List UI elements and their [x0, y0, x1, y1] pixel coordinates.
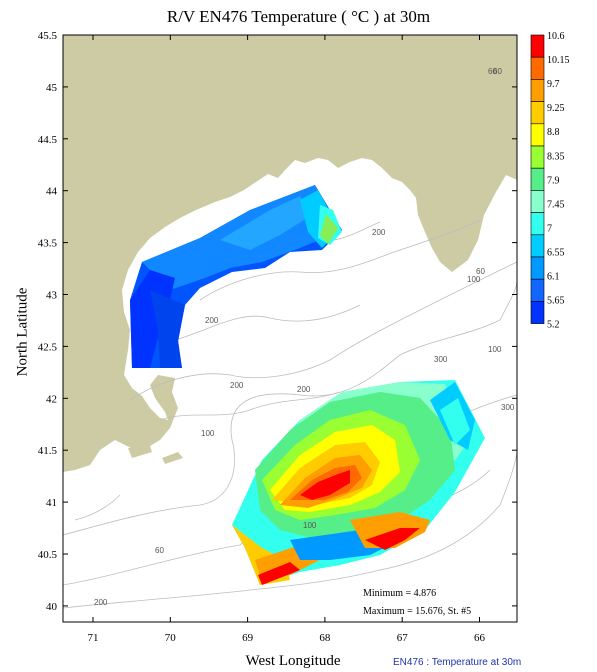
x-tick-label: 66: [474, 632, 486, 644]
x-tick-label: 69: [242, 632, 254, 644]
colorbar-label: 6.1: [547, 272, 560, 283]
footer-caption: EN476 : Temperature at 30m: [393, 657, 522, 668]
island: [128, 446, 152, 458]
x-tick-label: 67: [397, 632, 409, 644]
depth-label: 300: [434, 355, 448, 364]
y-tick-label: 41.5: [38, 445, 58, 457]
colorbar-label: 10.6: [547, 31, 565, 42]
depth-label: 100: [201, 429, 215, 438]
colorbar-label: 7.9: [547, 175, 560, 186]
colorbar-swatch: [530, 56, 545, 80]
colorbar-swatch: [530, 145, 545, 169]
colorbar-swatch: [530, 167, 545, 191]
colorbar-swatch: [530, 278, 545, 302]
y-tick-label: 42.5: [38, 341, 58, 353]
maximum-value: Maximum = 15.676, St. #5: [363, 606, 472, 617]
map-title: R/V EN476 Temperature ( °C ) at 30m: [166, 7, 431, 26]
colorbar-label: 6.55: [547, 247, 565, 258]
temperature-field-north: [130, 185, 342, 368]
depth-label: 200: [94, 598, 108, 607]
colorbar-label: 7: [547, 223, 552, 234]
x-tick-label: 70: [165, 632, 177, 644]
depth-label: 60: [476, 267, 485, 276]
colorbar-swatch: [530, 79, 545, 102]
depth-label: 100: [303, 521, 317, 530]
depth-label: 200: [297, 385, 311, 394]
y-tick-label: 45.5: [38, 30, 58, 42]
depth-label: 100: [467, 275, 481, 284]
y-tick-label: 45: [46, 82, 58, 94]
y-axis-label: North Latitude: [14, 287, 31, 377]
land-mass: [63, 35, 517, 472]
colorbar-swatch: [530, 256, 545, 280]
plot-frame: [62, 34, 518, 623]
y-tick-label: 44.5: [38, 134, 58, 146]
temperature-field-south: [232, 380, 485, 585]
island: [162, 452, 183, 464]
y-tick-label: 43: [46, 290, 58, 302]
colorbar-label: 10.15: [547, 55, 570, 66]
colorbar-swatch: [530, 234, 545, 258]
island: [438, 180, 452, 196]
y-tick-label: 41: [46, 497, 57, 509]
depth-label: 60: [493, 67, 502, 76]
minimum-value: Minimum = 4.876: [363, 588, 437, 599]
colorbar-label: 9.25: [547, 103, 565, 114]
colorbar-swatch: [530, 123, 545, 147]
colorbar-label: 8.35: [547, 151, 565, 162]
y-tick-label: 44: [46, 186, 58, 198]
x-axis-label: West Longitude: [245, 653, 341, 669]
y-tick-label: 40: [46, 601, 58, 613]
colorbar: 10.6 10.15 9.7 9.25 8.8 8.35 7.9 7.45 7 6.55 6.1 5.…: [530, 31, 570, 331]
y-tick-label: 43.5: [38, 238, 58, 250]
x-tick-label: 71: [88, 632, 99, 644]
colorbar-swatch: [530, 301, 545, 324]
depth-label: 200: [230, 381, 244, 390]
colorbar-swatch: [530, 212, 545, 236]
depth-label: 60: [155, 546, 164, 555]
depth-label: 200: [205, 316, 219, 325]
colorbar-swatch: [530, 34, 545, 58]
colorbar-label: 7.45: [547, 199, 565, 210]
depth-label: 100: [488, 345, 502, 354]
depth-label: 300: [501, 403, 515, 412]
colorbar-label: 8.8: [547, 127, 560, 138]
colorbar-swatch: [530, 101, 545, 125]
y-tick-label: 42: [46, 393, 57, 405]
colorbar-swatch: [530, 190, 545, 213]
colorbar-label: 5.65: [547, 296, 565, 307]
colorbar-label: 5.2: [547, 320, 560, 331]
colorbar-label: 9.7: [547, 79, 560, 90]
x-tick-label: 68: [319, 632, 331, 644]
y-tick-label: 40.5: [38, 549, 58, 561]
depth-label: 60: [488, 67, 497, 76]
depth-label: 200: [372, 228, 386, 237]
